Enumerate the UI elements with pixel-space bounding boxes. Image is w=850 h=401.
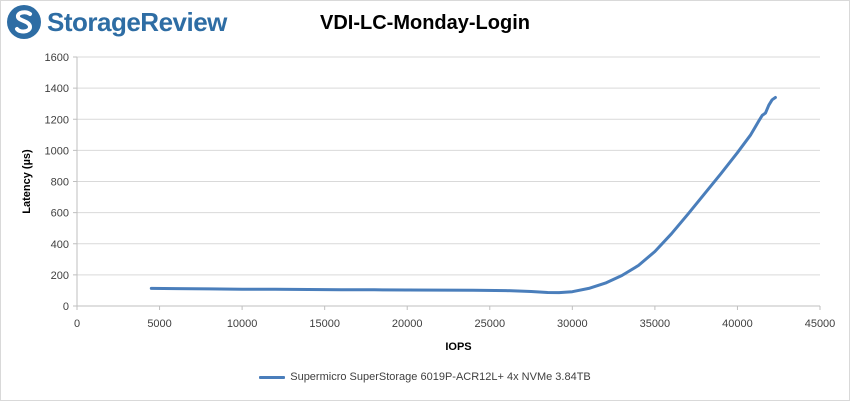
- x-tick-label: 15000: [309, 318, 340, 330]
- x-tick-label: 0: [74, 318, 80, 330]
- legend: Supermicro SuperStorage 6019P-ACR12L+ 4x…: [0, 371, 850, 383]
- x-tick-label: 20000: [392, 318, 423, 330]
- chart-title: VDI-LC-Monday-Login: [320, 12, 530, 34]
- x-tick-label: 5000: [147, 318, 171, 330]
- y-axis-title: Latency (µs): [21, 149, 33, 214]
- y-tick-label: 1200: [45, 114, 69, 126]
- x-axis-title: IOPS: [445, 341, 471, 353]
- x-tick-label: 25000: [474, 318, 505, 330]
- tick-labels: 0 200 400 600 800 1000 1200 1400 1600 0 5000 10000 1…: [45, 52, 836, 330]
- x-tick-label: 30000: [557, 318, 588, 330]
- storagereview-logo-icon: [7, 5, 41, 39]
- legend-swatch: [259, 375, 286, 379]
- y-tick-label: 200: [51, 270, 69, 282]
- x-tick-label: 45000: [805, 318, 836, 330]
- y-tick-label: 600: [51, 208, 69, 220]
- series-lines: [149, 96, 777, 295]
- x-tick-label: 35000: [640, 318, 671, 330]
- gridlines: [77, 56, 820, 276]
- brand-logo: StorageReview: [6, 4, 227, 40]
- y-tick-label: 1000: [45, 145, 69, 157]
- axes: [73, 56, 821, 310]
- y-tick-label: 400: [51, 239, 69, 251]
- x-tick-label: 10000: [227, 318, 258, 330]
- brand-name: StorageReview: [47, 6, 227, 37]
- y-tick-label: 0: [63, 301, 69, 313]
- y-tick-label: 1400: [45, 83, 69, 95]
- y-tick-label: 1600: [45, 52, 69, 64]
- series-line: [149, 96, 777, 295]
- y-tick-label: 800: [51, 177, 69, 189]
- legend-label: Supermicro SuperStorage 6019P-ACR12L+ 4x…: [290, 371, 591, 383]
- x-tick-label: 40000: [722, 318, 753, 330]
